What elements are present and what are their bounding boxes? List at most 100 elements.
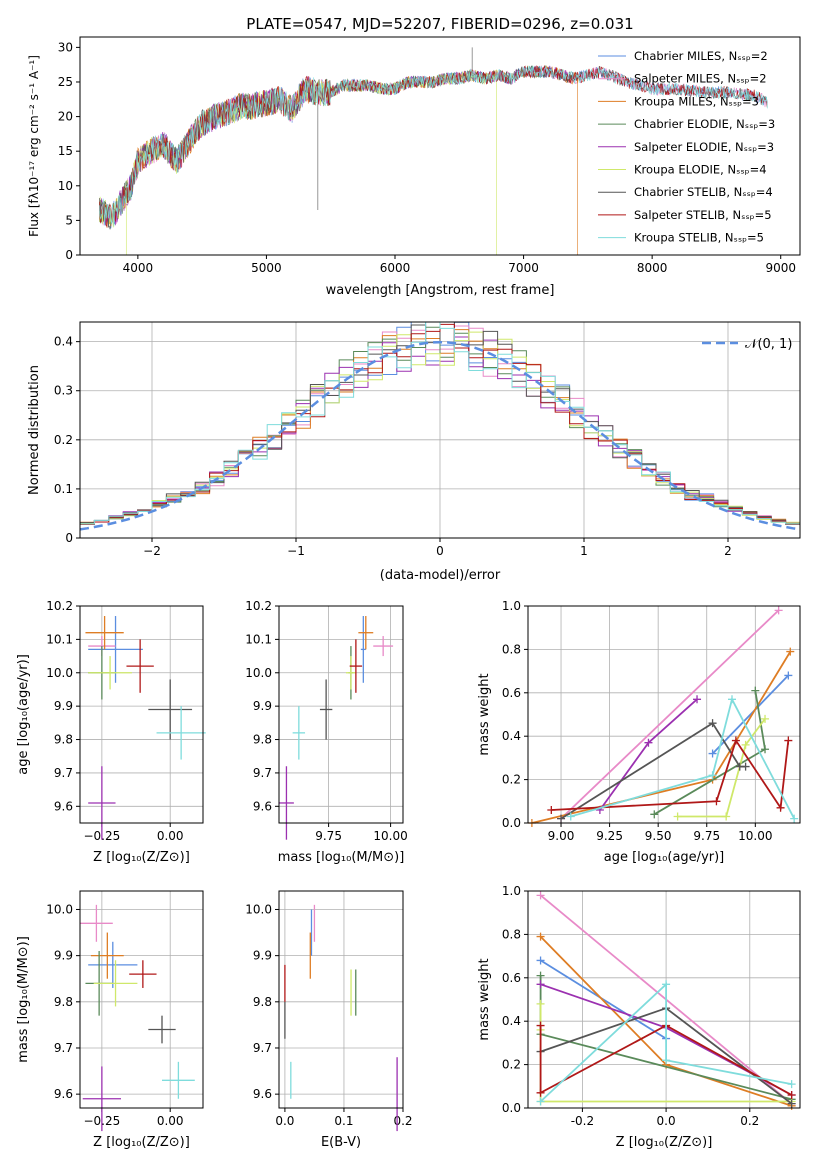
y-tick-label: 10.1 <box>245 632 272 646</box>
y-tick-label: 0.2 <box>502 773 521 787</box>
x-tick-label: 9.75 <box>315 829 342 843</box>
y-tick-label: 0.4 <box>54 335 73 349</box>
marker-blue <box>536 956 545 965</box>
y-tick-label: 25 <box>58 75 73 89</box>
y-tick-label: 9.9 <box>253 699 272 713</box>
x-axis-label: age [log₁₀(age/yr)] <box>604 850 725 865</box>
axes-frame <box>527 890 801 1109</box>
marker-pink <box>536 891 545 900</box>
marker-purple <box>693 695 702 704</box>
x-tick-label: 9.00 <box>548 829 575 843</box>
axes-frame <box>79 321 801 539</box>
marker-red <box>536 1088 545 1097</box>
y-tick-label: 15 <box>58 144 73 158</box>
axes-frame <box>79 890 204 1109</box>
marker-red <box>731 736 740 745</box>
y-tick-label: 10.0 <box>46 666 73 680</box>
x-tick-label: 0.2 <box>740 1114 759 1128</box>
weight-line-cyan <box>570 696 795 820</box>
x-axis-label: E(B-V) <box>321 1135 361 1150</box>
legend-label: 𝒩(0, 1) <box>745 337 792 352</box>
y-tick-label: 9.6 <box>253 1087 272 1101</box>
x-axis-label: (data-model)/error <box>380 568 501 583</box>
y-tick-label: 9.7 <box>253 766 272 780</box>
marker-yellow <box>722 812 731 821</box>
panel-Z-weight: -0.2 0.0 0.2 0.0 0.2 0.4 0.6 0.8 1.0 Z [log₁₀(Z/Z… <box>477 884 801 1150</box>
panel-residuals: −2 −1 0 1 2 0 0.1 0.2 0.3 0.4 𝒩(0, 1) (data-model)/… <box>27 321 801 583</box>
marker-red <box>712 797 721 806</box>
marker-cyan <box>787 1080 796 1089</box>
chart-title: PLATE=0547, MJD=52207, FIBERID=0296, z=0… <box>246 15 633 33</box>
y-tick-label: 9.7 <box>54 1041 73 1055</box>
y-tick-label: 1.0 <box>502 599 521 613</box>
gaussian-curve <box>80 340 800 531</box>
y-tick-label: 0.8 <box>502 927 521 941</box>
x-tick-label: 6000 <box>380 261 411 275</box>
marker-yellow <box>536 999 545 1008</box>
x-tick-label: 9.50 <box>645 829 672 843</box>
marker-gray <box>787 1099 796 1108</box>
y-axis-label: mass weight <box>477 673 492 755</box>
x-tick-label: 0.2 <box>393 1114 412 1128</box>
x-tick-label: 7000 <box>508 261 539 275</box>
y-tick-label: 9.9 <box>54 949 73 963</box>
y-tick-label: 10.2 <box>46 599 73 613</box>
marker-green <box>751 686 760 695</box>
marker-yellow <box>741 740 750 749</box>
x-tick-label: 10.00 <box>738 829 772 843</box>
x-tick-label: 8000 <box>637 261 668 275</box>
y-tick-label: 9.9 <box>54 699 73 713</box>
y-tick-label: 10.2 <box>245 599 272 613</box>
panel-mass-age: 9.75 10.00 9.6 9.7 9.8 9.9 10.0 10.1 10.2 mass [l… <box>245 599 407 865</box>
x-tick-label: 2 <box>724 544 732 558</box>
y-tick-label: 10.0 <box>245 902 272 916</box>
weight-line-blue <box>711 674 789 755</box>
x-axis-label: mass [log₁₀(M/M⊙)] <box>278 850 405 865</box>
marker-red <box>784 736 793 745</box>
legend-label: Chabrier STELIB, Nₛₛₚ=4 <box>634 185 773 199</box>
y-axis-label: Flux [fλ10⁻¹⁷ erg cm⁻² s⁻¹ A⁻¹] <box>27 55 41 237</box>
y-tick-label: 9.8 <box>253 995 272 1009</box>
y-tick-label: 9.9 <box>253 949 272 963</box>
marker-orange <box>536 932 545 941</box>
x-tick-label: 0.00 <box>157 829 184 843</box>
marker-orange <box>786 647 795 656</box>
x-tick-label: 0.1 <box>334 1114 353 1128</box>
x-tick-label: 5000 <box>251 261 282 275</box>
x-axis-label: Z [log₁₀(Z/Z⊙)] <box>93 1135 190 1150</box>
panel-Z-age: −0.25 0.009.69.79.89.910.010.110.2Z [log₁… <box>16 599 206 865</box>
marker-gray <box>708 719 717 728</box>
legend-label: Salpeter ELODIE, Nₛₛₚ=3 <box>634 140 774 154</box>
marker-cyan <box>728 695 736 704</box>
marker-red <box>787 1090 796 1099</box>
y-tick-label: 9.8 <box>54 995 73 1009</box>
x-tick-label: −1 <box>287 544 305 558</box>
y-tick-label: 1.0 <box>502 884 521 898</box>
marker-green <box>761 745 770 754</box>
y-tick-label: 0.4 <box>502 729 521 743</box>
marker-cyan <box>662 980 671 989</box>
marker-red <box>547 805 556 814</box>
marker-cyan <box>790 814 799 823</box>
y-axis-label: Normed distribution <box>27 365 42 495</box>
panel-Z-mass: −0.25 0.009.69.79.89.910.0Z [log₁₀(Z/Z⊙)]… <box>16 890 204 1150</box>
marker-cyan <box>708 771 717 780</box>
y-axis-label: mass [log₁₀(M/M⊙)] <box>16 936 31 1063</box>
marker-cyan <box>566 812 575 821</box>
x-tick-label: 9.75 <box>693 829 720 843</box>
marker-pink <box>774 606 783 615</box>
marker-purple <box>644 738 653 747</box>
y-tick-label: 0.2 <box>502 1058 521 1072</box>
weight-line-red <box>539 1024 793 1096</box>
legend-label: Kroupa MILES, Nₛₛₚ=3 <box>634 94 759 108</box>
y-tick-label: 10.0 <box>46 902 73 916</box>
weight-line-cyan <box>539 982 792 1103</box>
marker-green <box>650 810 659 819</box>
y-tick-label: 0.1 <box>54 482 73 496</box>
marker-blue <box>708 749 717 758</box>
x-tick-label: 0.0 <box>657 1114 676 1128</box>
y-tick-label: 0.8 <box>502 642 521 656</box>
y-tick-label: 10 <box>58 179 73 193</box>
y-tick-label: 9.6 <box>54 1087 73 1101</box>
axes-frame <box>278 605 404 824</box>
